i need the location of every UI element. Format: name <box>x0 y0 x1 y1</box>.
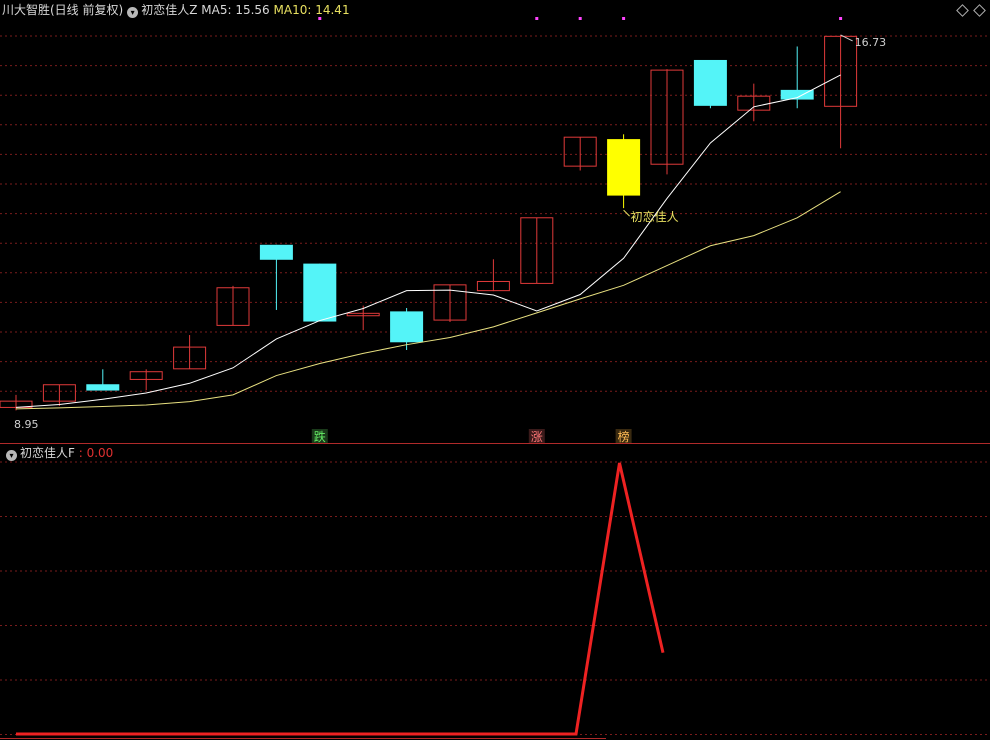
candle-body <box>173 346 207 370</box>
candle-body <box>42 384 76 402</box>
ma5-label: MA5: <box>201 3 232 17</box>
tag-bg-zhang <box>528 429 545 443</box>
tag-zhang: 涨 <box>531 429 543 444</box>
candle-body <box>303 263 337 322</box>
ma10-label: MA10: <box>273 3 312 17</box>
candle-body <box>216 287 250 326</box>
high-pointer <box>840 34 853 42</box>
ma-line-ma5 <box>15 74 841 408</box>
candle-body <box>129 371 163 380</box>
candle-body <box>433 284 467 321</box>
candle-body <box>563 136 597 167</box>
indicator-line <box>16 462 665 736</box>
sub-chart-header: ▾ 初恋佳人F : 0.00 <box>2 445 113 461</box>
signal-dot-marker <box>622 17 626 20</box>
sub-indicator-name[interactable]: 初恋佳人F <box>20 446 75 460</box>
candle-body <box>476 280 510 292</box>
candle-body <box>650 69 684 165</box>
ma5-value: 15.56 <box>235 3 270 17</box>
indicator-name[interactable]: 初恋佳人Z <box>141 3 198 17</box>
candle-body <box>346 312 380 317</box>
tag-die: 跌 <box>314 429 326 444</box>
signal-dot-marker <box>839 17 843 20</box>
candle-body <box>0 400 33 408</box>
candle-body <box>390 311 424 343</box>
signal-label: 初恋佳人 <box>631 209 679 224</box>
candle-body <box>780 89 814 100</box>
ma10-value: 14.41 <box>315 3 350 17</box>
tag-bg-bang <box>615 429 632 443</box>
signal-dot-marker <box>318 17 322 20</box>
sub-indicator-value: : 0.00 <box>78 446 114 460</box>
signal-dot-marker <box>578 17 582 20</box>
low-price-label: 8.95 <box>14 418 39 431</box>
sub-indicator-menu-icon[interactable]: ▾ <box>6 450 17 461</box>
stock-title[interactable]: 川大智胜(日线 前复权) <box>2 3 124 17</box>
candle-body <box>607 139 641 196</box>
candle-body <box>693 59 727 106</box>
candle-body <box>520 217 554 284</box>
indicator-menu-icon[interactable]: ▾ <box>127 7 139 18</box>
signal-pointer <box>623 209 630 217</box>
tag-bang: 榜 <box>618 429 630 444</box>
signal-dot-marker <box>535 17 539 20</box>
high-price-label: 16.73 <box>855 36 887 49</box>
ma-line-ma10 <box>15 191 841 410</box>
tag-bg-die <box>311 429 328 443</box>
candle-body <box>86 384 120 391</box>
candle-body <box>259 244 293 260</box>
main-chart-header: 川大智胜(日线 前复权) ▾ 初恋佳人Z MA5: 15.56 MA10: 14.4… <box>2 2 350 18</box>
candle-body <box>824 35 858 107</box>
